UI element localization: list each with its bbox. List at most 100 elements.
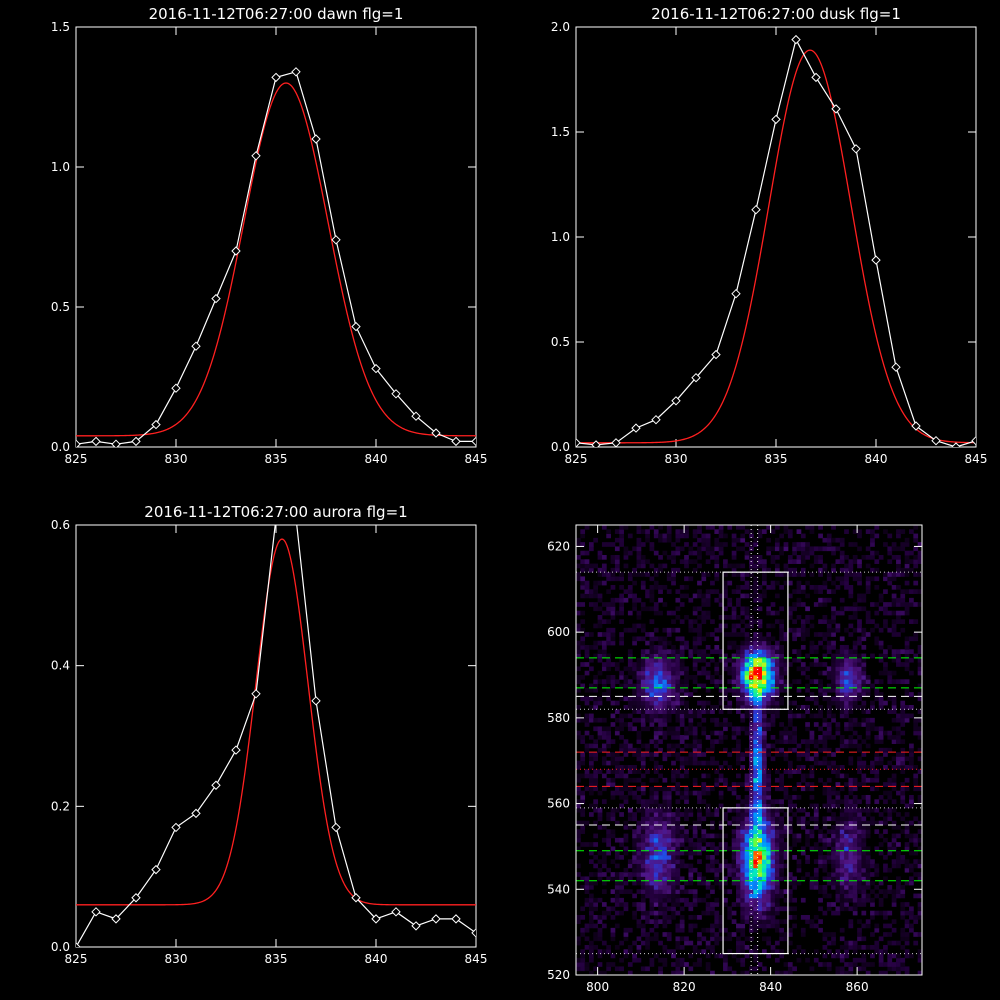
heatmap-cell <box>710 846 715 852</box>
heatmap-cell <box>718 936 724 942</box>
heatmap-cell <box>580 820 586 826</box>
heatmap-cell <box>904 666 910 672</box>
heatmap-cell <box>800 559 806 564</box>
heatmap-cell <box>749 825 754 830</box>
heatmap-cell <box>744 645 750 650</box>
heatmap-cell <box>688 627 694 633</box>
heatmap-cell <box>761 867 767 873</box>
data-point <box>151 864 161 875</box>
heatmap-cell <box>636 692 642 697</box>
heatmap-cell <box>597 632 603 637</box>
heatmap-cell <box>900 927 906 933</box>
heatmap-cell <box>649 645 655 650</box>
heatmap-cell <box>614 752 620 757</box>
heatmap-cell <box>883 962 888 967</box>
heatmap-cell <box>731 687 737 693</box>
heatmap-cell <box>818 846 823 852</box>
heatmap-cell <box>576 627 581 633</box>
heatmap-cell <box>627 945 633 950</box>
heatmap-cell <box>588 945 594 950</box>
heatmap-cell <box>710 786 715 792</box>
heatmap-cell <box>723 876 728 882</box>
heatmap-cell <box>632 910 637 916</box>
heatmap-cell <box>632 580 637 586</box>
heatmap-cell <box>588 910 594 916</box>
heatmap-cell <box>779 636 784 642</box>
heatmap-cell <box>627 970 633 975</box>
heatmap-cell <box>636 683 642 689</box>
heatmap-cell <box>662 880 668 886</box>
heatmap-cell <box>623 902 629 907</box>
heatmap-cell <box>848 563 854 569</box>
heatmap-cell <box>627 700 633 706</box>
heatmap-cell <box>653 936 659 942</box>
heatmap-cell <box>779 687 784 693</box>
heatmap-cell <box>822 692 828 697</box>
plot-frame <box>75 26 477 448</box>
heatmap-cell <box>870 542 875 547</box>
heatmap-cell <box>757 773 763 779</box>
heatmap-cell <box>796 666 802 672</box>
heatmap-cell <box>761 949 767 954</box>
heatmap-cell <box>809 880 815 886</box>
heatmap-cell <box>588 696 594 702</box>
heatmap-cell <box>774 747 780 753</box>
heatmap-cell <box>593 782 599 787</box>
heatmap-cell <box>727 700 733 706</box>
heatmap-cell <box>844 657 849 663</box>
heatmap-cell <box>679 760 685 766</box>
heatmap-cell <box>787 872 793 877</box>
heatmap-cell <box>723 777 728 783</box>
heatmap-cell <box>749 897 754 903</box>
heatmap-cell <box>883 653 888 659</box>
heatmap-cell <box>658 692 663 697</box>
heatmap-cell <box>904 936 910 942</box>
heatmap-cell <box>744 675 750 680</box>
heatmap-cell <box>601 915 607 920</box>
heatmap-cell <box>640 623 646 629</box>
heatmap-cell <box>697 709 702 714</box>
heatmap-cell <box>826 786 832 792</box>
heatmap-cell <box>744 889 750 894</box>
heatmap-cell <box>619 966 624 972</box>
heatmap-cell <box>900 945 906 950</box>
heatmap-cell <box>723 957 728 963</box>
heatmap-cell <box>766 550 772 556</box>
heatmap-cell <box>796 615 802 620</box>
heatmap-cell <box>839 872 845 877</box>
heatmap-cell <box>913 919 919 924</box>
heatmap-cell <box>761 640 767 646</box>
heatmap-cell <box>831 855 836 860</box>
heatmap-cell <box>593 726 599 732</box>
heatmap-cell <box>588 735 594 740</box>
data-point <box>711 349 721 360</box>
heatmap-cell <box>770 867 776 873</box>
heatmap-cell <box>623 713 629 719</box>
heatmap-cell <box>662 537 668 543</box>
heatmap-cell <box>753 696 759 702</box>
heatmap-cell <box>896 850 901 856</box>
x-tick-label: 845 <box>465 452 488 466</box>
heatmap-cell <box>826 670 832 676</box>
heatmap-cell <box>744 786 750 792</box>
heatmap-cell <box>632 846 637 852</box>
heatmap-cell <box>779 833 784 839</box>
heatmap-cell <box>588 756 594 762</box>
heatmap-cell <box>891 717 897 723</box>
heatmap-cell <box>774 837 780 843</box>
heatmap-cell <box>826 966 832 972</box>
heatmap-cell <box>653 730 659 736</box>
heatmap-cell <box>909 559 914 564</box>
heatmap-cell <box>766 919 772 924</box>
heatmap-cell <box>749 816 754 822</box>
heatmap-cell <box>697 649 702 654</box>
heatmap-cell <box>666 700 672 706</box>
heatmap-cell <box>606 606 611 612</box>
heatmap-cell <box>679 927 685 933</box>
heatmap-cell <box>749 760 754 766</box>
heatmap-cell <box>723 687 728 693</box>
heatmap-cell <box>770 657 776 663</box>
heatmap-cell <box>770 910 776 916</box>
heatmap-cell <box>753 743 759 749</box>
heatmap-cell <box>865 632 871 637</box>
